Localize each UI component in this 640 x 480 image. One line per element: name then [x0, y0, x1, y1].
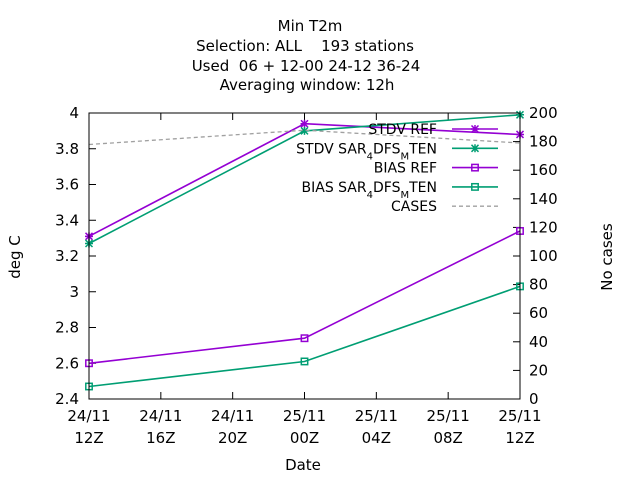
- y2-tick-label: 200: [529, 104, 558, 122]
- x-tick-label-hour: 20Z: [218, 429, 247, 447]
- legend-label-text: CASES: [391, 199, 437, 215]
- x-tick-label-date: 24/11: [211, 407, 254, 425]
- y2-tick-label: 0: [529, 390, 539, 408]
- data-point: [300, 357, 309, 366]
- legend-label: STDV SAR4DFSMTEN: [296, 141, 437, 162]
- y2-tick-label: 20: [529, 361, 548, 379]
- series-line: [88, 285, 521, 388]
- y-tick-label: 3.6: [55, 176, 79, 194]
- y-axis-label: deg C: [6, 235, 24, 279]
- legend-label-text: STDV SAR: [296, 141, 367, 157]
- title-line-4: Averaging window: 12h: [220, 76, 395, 94]
- legend-label: STDV REF: [368, 122, 437, 138]
- legend-label-part: 4: [367, 189, 373, 200]
- legend-label-part: M: [400, 189, 409, 200]
- legend-label-part: TEN: [408, 141, 437, 157]
- x-tick-label-date: 25/11: [427, 407, 470, 425]
- x-tick-label-hour: 16Z: [146, 429, 175, 447]
- y2-tick-label: 160: [529, 161, 558, 179]
- y2-axis-label: No cases: [598, 223, 616, 291]
- y2-tick-label: 100: [529, 247, 558, 265]
- x-axis-ticks: 24/11 12Z 24/11 16Z 24/11 20Z 25/11 00Z 25/11 04Z…: [67, 113, 542, 447]
- x-tick-label-date: 24/11: [139, 407, 182, 425]
- y-tick-label: 3.2: [55, 247, 79, 265]
- legend-label-part: D: [373, 141, 384, 157]
- chart-title: Min T2m Selection: ALL 193 stations Used…: [192, 17, 421, 94]
- x-axis-label: Date: [285, 456, 321, 474]
- legend-label-part: D: [373, 180, 384, 196]
- legend-sample-marker: [471, 182, 479, 191]
- y2-tick-label: 140: [529, 190, 558, 208]
- data-point: [300, 119, 309, 128]
- y2-tick-label: 60: [529, 304, 548, 322]
- plot-frame: [88, 112, 521, 400]
- legend-label-text: BIAS SAR: [302, 180, 367, 196]
- y-tick-label: 3: [69, 283, 79, 301]
- x-tick-label-hour: 04Z: [362, 429, 391, 447]
- title-line-3: Used 06 + 12-00 24-12 36-24: [192, 57, 421, 75]
- legend-label-part: 4: [367, 151, 373, 162]
- title-line-2: Selection: ALL 193 stations: [196, 37, 414, 55]
- y2-tick-label: 80: [529, 276, 548, 294]
- legend-label-part: FS: [384, 141, 401, 157]
- y-tick-label: 2.6: [55, 354, 79, 372]
- y-tick-label: 3.4: [55, 211, 79, 229]
- x-tick-label-date: 25/11: [283, 407, 326, 425]
- y-tick-label: 4: [69, 104, 79, 122]
- legend-label-part: M: [400, 151, 409, 162]
- legend-label-part: FS: [384, 180, 401, 196]
- series-layer: [84, 110, 525, 391]
- y2-tick-label: 40: [529, 333, 548, 351]
- y-tick-label: 3.8: [55, 140, 79, 158]
- legend-sample-marker: [471, 163, 479, 172]
- x-tick-label-date: 25/11: [498, 407, 541, 425]
- legend-sample-marker: [470, 124, 480, 134]
- legend-label: BIAS SAR4DFSMTEN: [302, 180, 437, 201]
- y2-tick-label: 180: [529, 133, 558, 151]
- y-axis-ticks: 2.4 2.6 2.8 3 3.2 3.4 3.6 3.8 4: [55, 104, 96, 408]
- y-tick-label: 2.8: [55, 319, 79, 337]
- legend-label-text: STDV REF: [368, 122, 437, 138]
- x-tick-label-hour: 00Z: [290, 429, 319, 447]
- x-tick-label-hour: 12Z: [74, 429, 103, 447]
- series-line: [88, 129, 521, 146]
- y2-axis-ticks: 0 20 40 60 80 100 120 140 160 180 200: [513, 104, 558, 408]
- data-point: [300, 334, 309, 343]
- x-tick-label-hour: 08Z: [433, 429, 462, 447]
- series-line: [88, 230, 521, 365]
- y-tick-label: 2.4: [55, 390, 79, 408]
- x-tick-label-date: 25/11: [355, 407, 398, 425]
- data-point: [300, 126, 309, 135]
- legend-label: BIAS REF: [374, 161, 437, 177]
- y2-tick-label: 120: [529, 218, 558, 236]
- legend-label-text: BIAS REF: [374, 161, 437, 177]
- legend-sample-marker: [470, 144, 480, 153]
- legend-label-part: TEN: [408, 180, 437, 196]
- title-line-1: Min T2m: [278, 17, 343, 35]
- x-tick-label-date: 24/11: [67, 407, 110, 425]
- x-tick-label-hour: 12Z: [505, 429, 534, 447]
- legend-label: CASES: [391, 199, 437, 215]
